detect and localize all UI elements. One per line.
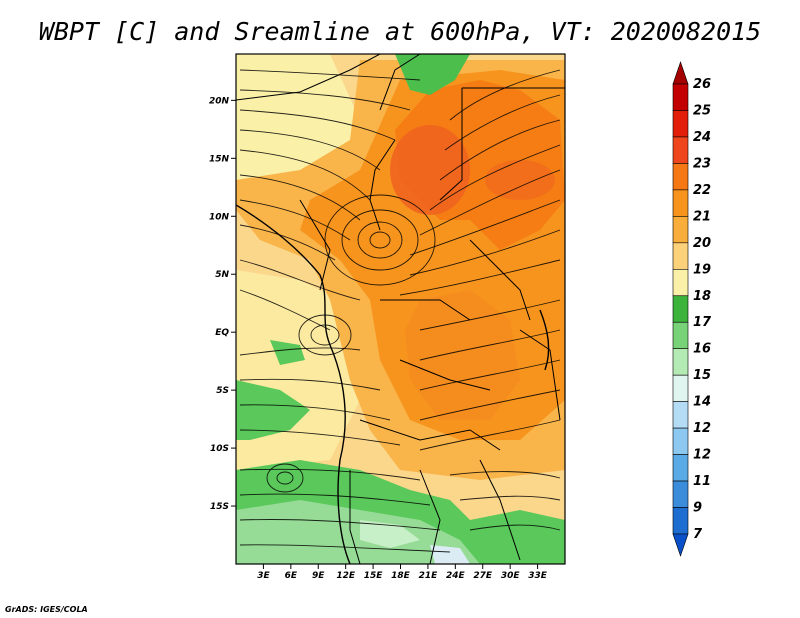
- colorbar-label: 9: [693, 501, 702, 516]
- lon-tick-label: 30E: [501, 571, 521, 581]
- lon-tick-label: 27E: [473, 571, 493, 581]
- lat-tick-label: 10N: [209, 212, 230, 222]
- colorbar-swatch: [672, 374, 689, 402]
- colorbar-label: 18: [693, 289, 711, 304]
- political-borders: [236, 54, 565, 564]
- colorbar-swatch: [672, 321, 689, 350]
- streamlines: [239, 69, 561, 553]
- lat-tick-label: 15S: [210, 502, 229, 512]
- colorbar-swatch: [672, 427, 689, 455]
- colorbar-swatch: [672, 348, 689, 376]
- chart-title: WBPT [C] and Sreamline at 600hPa, VT: 20…: [39, 17, 761, 46]
- colorbar-label: 23: [693, 156, 711, 171]
- colorbar-label: 11: [693, 474, 711, 489]
- lon-tick-label: 15E: [364, 571, 384, 581]
- lon-tick-label: 33E: [528, 571, 548, 581]
- colorbar-swatch: [672, 110, 689, 138]
- lat-tick-label: 20N: [209, 96, 230, 106]
- map-panel: [236, 54, 565, 564]
- lon-tick-label: 9E: [312, 571, 325, 581]
- colorbar-label: 14: [693, 395, 711, 410]
- colorbar-label: 25: [693, 103, 711, 118]
- field-23-east: [485, 160, 555, 200]
- colorbar-swatch: [672, 216, 689, 244]
- colorbar-label: 21: [693, 209, 711, 224]
- field-green-top: [395, 54, 470, 95]
- field-lightgreen-south: [236, 500, 480, 564]
- lon-tick-label: 18E: [391, 571, 411, 581]
- lon-tick-label: 12E: [336, 571, 356, 581]
- colorbar-label: 16: [693, 342, 711, 357]
- colorbar-swatch: [672, 507, 689, 535]
- colorbar-swatch: [672, 189, 689, 217]
- lat-tick-label: 10S: [210, 444, 229, 454]
- field-blue-south: [430, 545, 470, 564]
- lon-tick-label: 21E: [419, 571, 439, 581]
- colorbar-label: 24: [693, 130, 711, 145]
- colorbar-swatch: [672, 533, 689, 557]
- colorbar-swatch: [672, 454, 689, 482]
- lat-tick-label: 5N: [215, 270, 229, 280]
- colorbar-swatch: [672, 268, 689, 297]
- colorbar-label: 19: [693, 262, 711, 277]
- colorbar-label: 22: [693, 183, 711, 198]
- colorbar-label: 17: [693, 315, 712, 330]
- colorbar-swatch: [672, 480, 689, 508]
- colorbar-label: 20: [693, 236, 711, 251]
- lat-tick-label: 15N: [209, 154, 230, 164]
- colorbar-label: 7: [693, 527, 703, 542]
- field-23: [390, 125, 470, 215]
- colorbar-label: 15: [693, 368, 711, 383]
- field-22-south: [405, 290, 520, 420]
- colorbar-label: 12: [693, 421, 711, 436]
- colorbar-swatch: [672, 136, 689, 164]
- colorbar-label: 12: [693, 448, 711, 463]
- lon-tick-label: 24E: [446, 571, 466, 581]
- field-palegreen-south: [360, 520, 420, 548]
- colorbar-swatch: [672, 295, 689, 323]
- colorbar-swatch: [672, 83, 689, 111]
- lat-axis: 20N 15N 10N 5N EQ 5S 10S 15S: [209, 96, 236, 512]
- colorbar-swatch: [672, 242, 689, 270]
- lon-tick-label: 6E: [285, 571, 298, 581]
- lon-tick-label: 3E: [257, 571, 270, 581]
- colorbar: 26 25 24 23 22 21 20 19 18 17 16 15 14 12 12 11 9 7: [672, 61, 712, 557]
- lat-tick-label: EQ: [215, 328, 229, 338]
- lon-axis: 3E 6E 9E 12E 15E 18E 21E 24E 27E 30E 33E: [257, 564, 548, 581]
- credit-label: GrADS: IGES/COLA: [5, 605, 88, 614]
- field-green-west: [236, 380, 310, 440]
- lat-tick-label: 5S: [216, 386, 229, 396]
- colorbar-swatch: [672, 163, 689, 191]
- colorbar-swatch: [672, 401, 689, 429]
- colorbar-label: 26: [693, 77, 711, 92]
- colorbar-swatch: [672, 61, 689, 85]
- field-green-west2: [270, 340, 305, 365]
